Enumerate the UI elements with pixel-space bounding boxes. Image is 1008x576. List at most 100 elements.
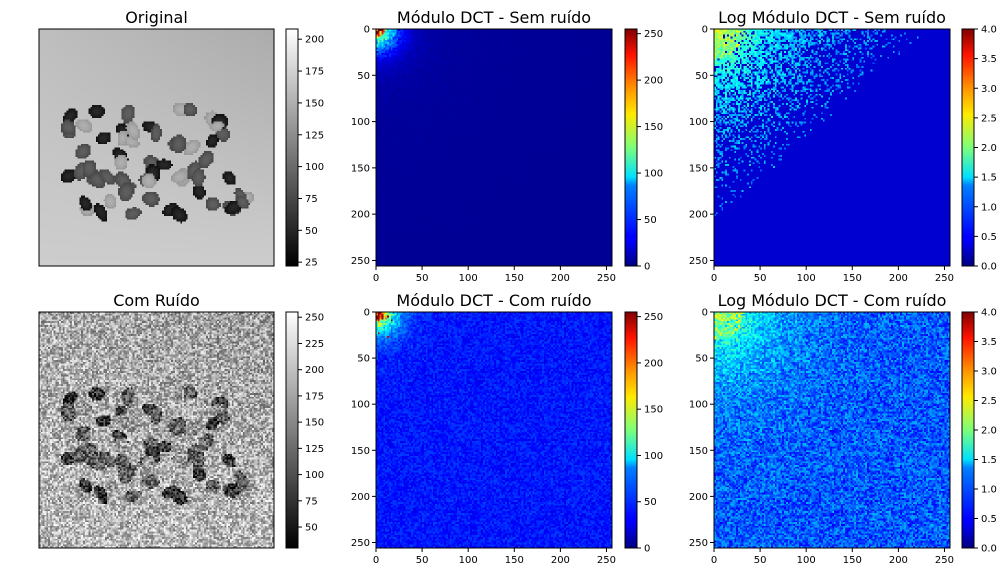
colorbar-tick-label: 200 xyxy=(644,358,663,369)
y-tick-label: 200 xyxy=(351,210,370,221)
colorbar-tick-label: 200 xyxy=(305,365,324,376)
panel-title: Módulo DCT - Com ruído xyxy=(396,291,591,310)
colorbar-tick-label: 125 xyxy=(305,444,324,455)
colorbar-tick-label: 1.0 xyxy=(981,202,997,213)
x-tick-label: 150 xyxy=(505,273,524,284)
plot-frame xyxy=(375,28,613,267)
dct-heatmap-image xyxy=(714,312,950,548)
colorbar xyxy=(285,28,299,267)
colorbar-tick-label: 100 xyxy=(644,169,663,180)
dct-heatmap-image xyxy=(376,312,612,548)
y-tick-label: 50 xyxy=(695,71,708,82)
colorbar-tick-label: 150 xyxy=(305,418,324,429)
panel-title: Original xyxy=(125,8,188,27)
y-tick-label: 0 xyxy=(702,25,708,36)
colorbar-tick-label: 250 xyxy=(644,312,663,323)
x-tick-label: 100 xyxy=(797,555,816,566)
y-tick-label: 250 xyxy=(351,256,370,267)
colorbar-tick-label: 100 xyxy=(644,451,663,462)
y-tick-label: 50 xyxy=(357,354,370,365)
colorbar-tick-label: 0.5 xyxy=(981,232,997,243)
panel-title: Log Módulo DCT - Sem ruído xyxy=(718,8,946,27)
colorbar-tick-label: 4.0 xyxy=(981,308,997,319)
dct-heatmap-image xyxy=(714,29,950,266)
x-tick-label: 100 xyxy=(459,555,478,566)
colorbar-tick-label: 2.5 xyxy=(981,113,997,124)
x-tick-label: 50 xyxy=(754,273,767,284)
plot-frame xyxy=(38,311,275,549)
colorbar-tick-label: 250 xyxy=(644,29,663,40)
colorbar-tick-label: 225 xyxy=(305,339,324,350)
y-tick-label: 150 xyxy=(689,446,708,457)
colorbar-tick-label: 50 xyxy=(305,523,318,534)
y-tick-label: 100 xyxy=(689,400,708,411)
colorbar-tick-label: 0.0 xyxy=(981,544,997,555)
y-tick-label: 50 xyxy=(357,71,370,82)
colorbar xyxy=(961,28,975,267)
y-tick-label: 200 xyxy=(351,492,370,503)
colorbar-tick-label: 50 xyxy=(644,215,657,226)
y-tick-label: 250 xyxy=(689,538,708,549)
y-tick-label: 50 xyxy=(695,354,708,365)
colorbar-tick-label: 0 xyxy=(644,262,650,273)
y-tick-label: 150 xyxy=(351,163,370,174)
x-tick-label: 50 xyxy=(416,555,429,566)
colorbar-tick-label: 2.0 xyxy=(981,143,997,154)
y-tick-label: 250 xyxy=(351,538,370,549)
x-tick-label: 200 xyxy=(889,273,908,284)
colorbar xyxy=(285,311,299,549)
x-tick-label: 0 xyxy=(373,273,379,284)
colorbar-tick-label: 2.5 xyxy=(981,396,997,407)
colorbar-tick-label: 75 xyxy=(305,194,318,205)
x-tick-label: 150 xyxy=(843,273,862,284)
colorbar-tick-label: 25 xyxy=(305,258,318,269)
x-tick-label: 50 xyxy=(754,555,767,566)
colorbar-tick-label: 3.0 xyxy=(981,84,997,95)
colorbar xyxy=(624,28,638,267)
x-tick-label: 150 xyxy=(843,555,862,566)
dct-heatmap-image xyxy=(376,29,612,266)
colorbar xyxy=(624,311,638,549)
colorbar-tick-label: 1.0 xyxy=(981,485,997,496)
y-tick-label: 150 xyxy=(689,163,708,174)
colorbar-tick-label: 50 xyxy=(305,226,318,237)
y-tick-label: 0 xyxy=(364,25,370,36)
colorbar-tick-label: 1.5 xyxy=(981,173,997,184)
colorbar-tick-label: 3.0 xyxy=(981,367,997,378)
x-tick-label: 250 xyxy=(935,273,954,284)
colorbar-tick-label: 1.5 xyxy=(981,455,997,466)
x-tick-label: 100 xyxy=(459,273,478,284)
x-tick-label: 200 xyxy=(889,555,908,566)
colorbar-tick-label: 3.5 xyxy=(981,337,997,348)
photo-image xyxy=(39,29,274,266)
y-tick-label: 0 xyxy=(364,308,370,319)
colorbar-tick-label: 4.0 xyxy=(981,25,997,36)
panel-title: Módulo DCT - Sem ruído xyxy=(397,8,591,27)
x-tick-label: 0 xyxy=(373,555,379,566)
plot-frame xyxy=(713,311,951,549)
colorbar-tick-label: 125 xyxy=(305,130,324,141)
colorbar-tick-label: 75 xyxy=(305,496,318,507)
colorbar-tick-label: 100 xyxy=(305,162,324,173)
x-tick-label: 250 xyxy=(935,555,954,566)
x-tick-label: 200 xyxy=(551,273,570,284)
x-tick-label: 250 xyxy=(597,555,616,566)
y-tick-label: 100 xyxy=(351,400,370,411)
plot-frame xyxy=(713,28,951,267)
panel-title: Log Módulo DCT - Com ruído xyxy=(718,291,947,310)
colorbar-tick-label: 250 xyxy=(305,313,324,324)
colorbar-tick-label: 100 xyxy=(305,470,324,481)
colorbar-tick-label: 50 xyxy=(644,497,657,508)
plot-frame xyxy=(38,28,275,267)
colorbar-tick-label: 200 xyxy=(305,35,324,46)
x-tick-label: 250 xyxy=(597,273,616,284)
colorbar-tick-label: 200 xyxy=(644,76,663,87)
colorbar-tick-label: 2.0 xyxy=(981,426,997,437)
colorbar-tick-label: 0.0 xyxy=(981,262,997,273)
x-tick-label: 50 xyxy=(416,273,429,284)
x-tick-label: 200 xyxy=(551,555,570,566)
colorbar-tick-label: 0 xyxy=(644,544,650,555)
y-tick-label: 150 xyxy=(351,446,370,457)
photo-image xyxy=(39,312,274,548)
